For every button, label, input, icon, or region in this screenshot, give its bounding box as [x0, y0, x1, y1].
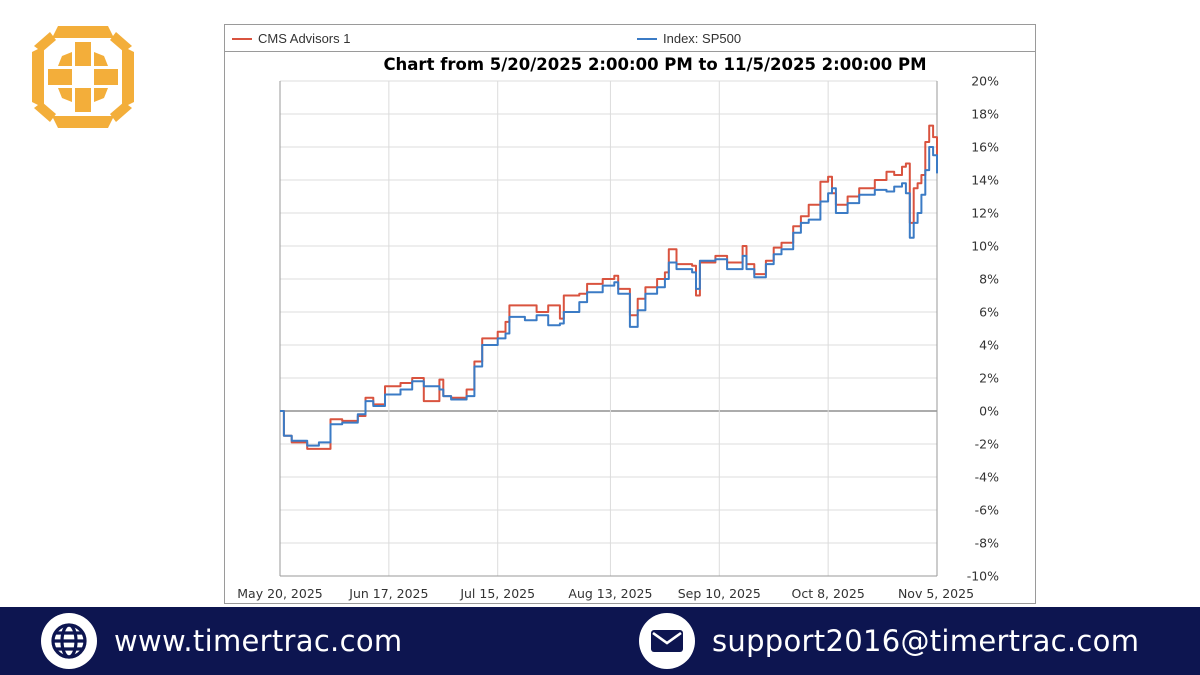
y-tick-label: -6% [975, 503, 999, 518]
y-tick-label: -4% [975, 470, 999, 485]
plot-area: 20% 18% 16% 14% 12% 10% 8% 6% 4% 2% 0% -2% -4% -6% -8%… [237, 74, 999, 602]
y-tick-label: -2% [975, 437, 999, 452]
legend-label-sp500: Index: SP500 [663, 31, 742, 46]
series-line-cms-advisors-1 [280, 124, 938, 450]
legend-label-cms: CMS Advisors 1 [258, 31, 351, 46]
y-tick-label: 8% [979, 272, 999, 287]
legend-swatch-cms [232, 37, 252, 40]
y-tick-label: 18% [971, 107, 999, 122]
y-tick-label: 16% [971, 140, 999, 155]
x-tick-label: May 20, 2025 [237, 586, 322, 601]
y-tick-label: 12% [971, 206, 999, 221]
y-tick-label: 6% [979, 305, 999, 320]
y-tick-label: -8% [975, 536, 999, 551]
email-text: support2016@timertrac.com [712, 624, 1140, 658]
x-tick-label: Jun 17, 2025 [348, 586, 428, 601]
legend-item-sp500: Index: SP500 [637, 31, 741, 46]
legend-swatch-sp500 [637, 37, 657, 40]
x-tick-label: Aug 13, 2025 [568, 586, 652, 601]
envelope-icon [639, 613, 695, 669]
website-link[interactable]: www.timertrac.com [40, 607, 402, 675]
x-tick-label: Nov 5, 2025 [898, 586, 974, 601]
y-tick-label: -10% [967, 569, 999, 584]
x-tick-label: Sep 10, 2025 [678, 586, 761, 601]
y-tick-label: 0% [979, 404, 999, 419]
chart-title: Chart from 5/20/2025 2:00:00 PM to 11/5/… [383, 55, 927, 74]
logo-icon [28, 22, 138, 132]
y-tick-label: 2% [979, 371, 999, 386]
y-tick-label: 10% [971, 239, 999, 254]
series-line-index-sp500 [280, 146, 938, 447]
x-tick-label: Jul 15, 2025 [459, 586, 535, 601]
legend: CMS Advisors 1 Index: SP500 [225, 25, 1035, 52]
website-text: www.timertrac.com [114, 624, 403, 658]
footer-bar: www.timertrac.com support2016@timertrac.… [0, 607, 1200, 675]
globe-icon [41, 613, 97, 669]
legend-item-cms: CMS Advisors 1 [232, 31, 350, 46]
chart-frame: CMS Advisors 1 Index: SP500 Chart from 5… [224, 24, 1036, 604]
y-tick-label: 14% [971, 173, 999, 188]
x-tick-label: Oct 8, 2025 [791, 586, 864, 601]
email-link[interactable]: support2016@timertrac.com [638, 607, 1139, 675]
y-tick-label: 4% [979, 338, 999, 353]
y-tick-label: 20% [971, 74, 999, 89]
